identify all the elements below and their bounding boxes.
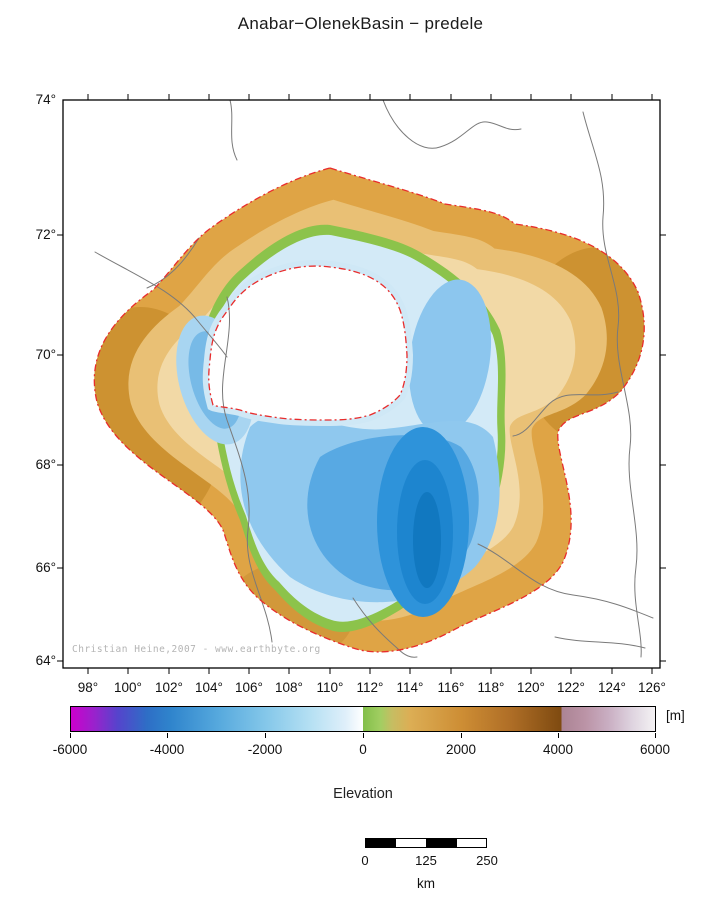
- colorbar-tick-label: -2000: [247, 742, 283, 757]
- scale-tick-label: 0: [361, 853, 369, 868]
- rivers: [94, 100, 654, 658]
- x-tick-label: 114°: [396, 680, 424, 695]
- y-tick-label: 72°: [35, 227, 56, 242]
- x-tick-label: 112°: [356, 680, 384, 695]
- scale-segment: [425, 839, 456, 847]
- watermark: Christian Heine,2007 - www.earthbyte.org: [72, 644, 321, 655]
- colorbar-tick-label: 6000: [639, 742, 671, 757]
- x-tick-label: 110°: [316, 680, 344, 695]
- x-tick-label: 106°: [235, 680, 263, 695]
- map-plot: [57, 94, 666, 674]
- x-tick-label: 124°: [598, 680, 626, 695]
- frame-ticks: [57, 94, 666, 674]
- y-tick-label: 64°: [35, 653, 56, 668]
- x-tick-label: 100°: [114, 680, 142, 695]
- scale-tick-label: 125: [415, 853, 437, 868]
- colorbar-tick-label: 0: [359, 742, 367, 757]
- x-tick-label: 98°: [77, 680, 99, 695]
- y-tick-label: 68°: [35, 457, 56, 472]
- y-tick-label: 70°: [35, 347, 56, 362]
- colorbar-tick: [167, 733, 168, 738]
- y-tick-label: 74°: [35, 92, 56, 107]
- scale-unit: km: [417, 876, 435, 891]
- colorbar-tick-label: 4000: [542, 742, 574, 757]
- colorbar-tick: [363, 733, 364, 738]
- scale-segment: [395, 839, 426, 847]
- deepest-depocenter: [413, 492, 441, 588]
- colorbar-tick: [70, 733, 71, 738]
- colorbar-tick-label: -4000: [149, 742, 185, 757]
- colorbar-tick: [265, 733, 266, 738]
- colorbar-tick: [461, 733, 462, 738]
- x-tick-label: 122°: [557, 680, 585, 695]
- scale-segment: [455, 839, 486, 847]
- x-tick-label: 120°: [517, 680, 545, 695]
- colorbar-tick-label: -6000: [52, 742, 88, 757]
- y-tick-label: 66°: [35, 560, 56, 575]
- x-tick-label: 126°: [638, 680, 666, 695]
- x-tick-label: 104°: [195, 680, 223, 695]
- colorbar-tick-label: 2000: [445, 742, 477, 757]
- scale-bar-segments: [365, 838, 487, 848]
- colorbar-label: Elevation: [333, 786, 393, 802]
- white-inner-region: [209, 266, 407, 420]
- x-tick-label: 102°: [155, 680, 183, 695]
- map-scale-bar: 0 125 250 km: [361, 838, 498, 898]
- colorbar-unit: [m]: [666, 708, 685, 723]
- colorbar-tick: [558, 733, 559, 738]
- x-tick-label: 108°: [275, 680, 303, 695]
- scale-segment: [366, 839, 396, 847]
- map-frame: [62, 99, 661, 669]
- x-tick-label: 116°: [437, 680, 465, 695]
- colorbar-gradient: [70, 706, 656, 732]
- x-tick-label: 118°: [477, 680, 505, 695]
- colorbar-tick: [655, 733, 656, 738]
- page-title: Anabar−OlenekBasin − predele: [237, 14, 484, 33]
- scale-tick-label: 250: [476, 853, 498, 868]
